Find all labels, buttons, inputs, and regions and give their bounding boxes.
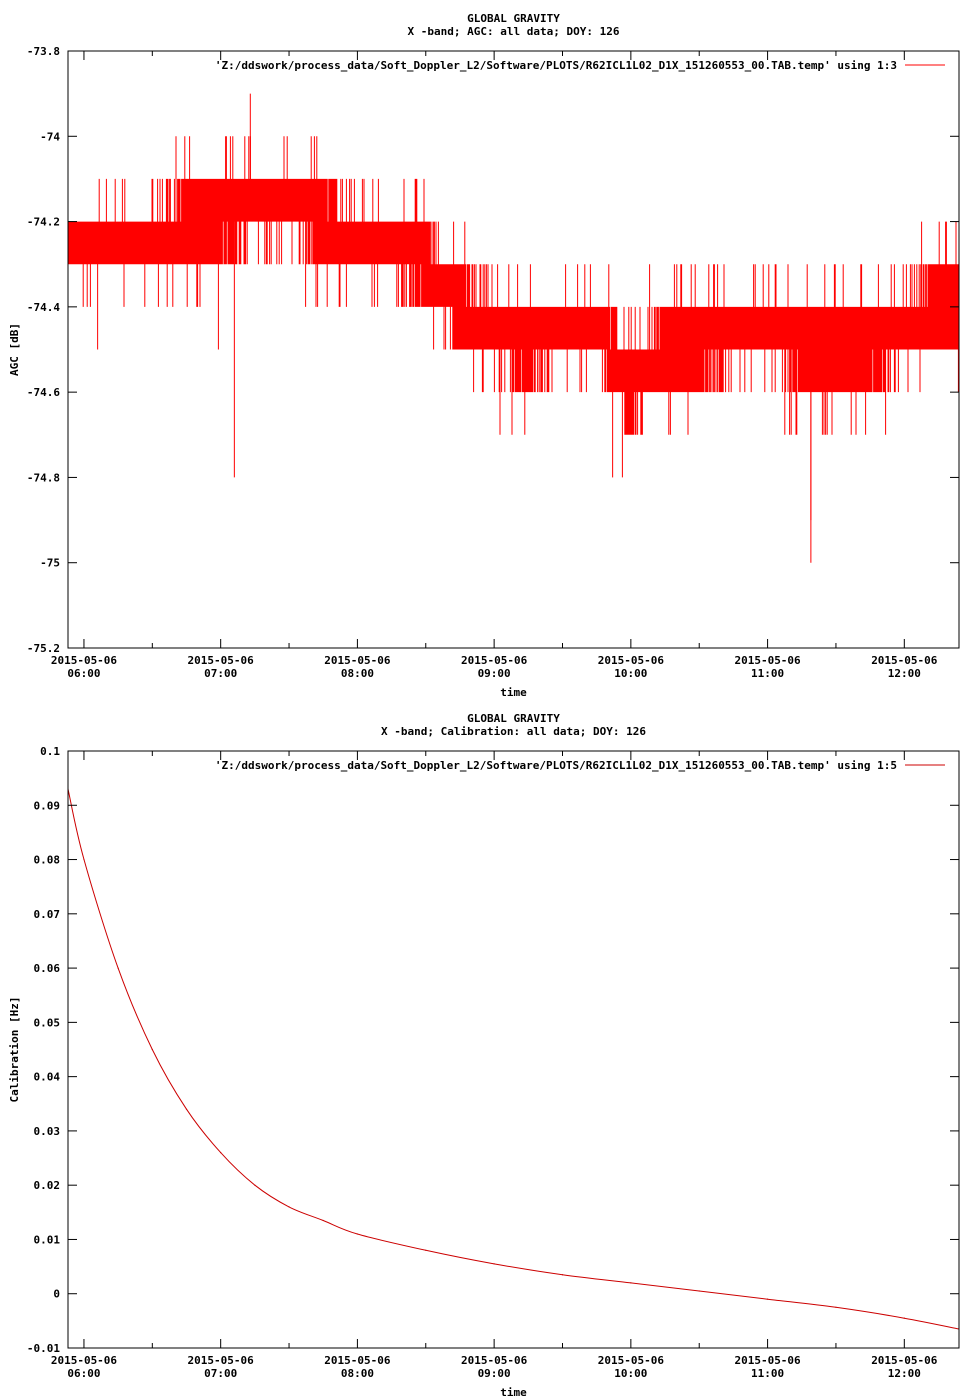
x-tick-label: 09:00 bbox=[478, 667, 511, 680]
x-tick-label: 06:00 bbox=[67, 667, 100, 680]
x-tick-label: 11:00 bbox=[751, 667, 784, 680]
y-tick-label: -0.01 bbox=[27, 1342, 60, 1355]
data-point bbox=[185, 1108, 188, 1110]
chart-title: GLOBAL GRAVITY bbox=[467, 712, 560, 725]
data-point bbox=[698, 1290, 700, 1292]
y-tick-label: 0 bbox=[53, 1288, 60, 1301]
y-tick-label: -74.8 bbox=[27, 471, 60, 484]
data-point bbox=[288, 1206, 290, 1208]
x-tick-label: 07:00 bbox=[204, 667, 237, 680]
data-point bbox=[220, 1152, 222, 1154]
data-point bbox=[835, 1306, 837, 1308]
data-point bbox=[903, 1317, 905, 1319]
x-tick-date-label: 2015-05-06 bbox=[598, 654, 665, 667]
y-tick-label: -73.8 bbox=[27, 45, 60, 58]
x-tick-date-label: 2015-05-06 bbox=[188, 1354, 255, 1367]
data-point bbox=[493, 1263, 495, 1265]
chart-title: GLOBAL GRAVITY bbox=[467, 12, 560, 25]
data-point bbox=[425, 1249, 427, 1251]
x-tick-label: 07:00 bbox=[204, 1367, 237, 1380]
x-tick-label: 06:00 bbox=[67, 1367, 100, 1380]
y-tick-label: -74 bbox=[40, 130, 60, 143]
y-tick-label: 0.05 bbox=[34, 1016, 61, 1029]
data-point bbox=[630, 1282, 632, 1284]
x-tick-label: 11:00 bbox=[751, 1367, 784, 1380]
y-tick-label: 0.09 bbox=[34, 799, 61, 812]
data-point bbox=[356, 1233, 359, 1235]
x-tick-label: 10:00 bbox=[614, 667, 647, 680]
x-tick-date-label: 2015-05-06 bbox=[871, 1354, 938, 1367]
x-tick-date-label: 2015-05-06 bbox=[51, 1354, 118, 1367]
x-tick-date-label: 2015-05-06 bbox=[871, 654, 938, 667]
chart-subtitle: X -band; AGC: all data; DOY: 126 bbox=[408, 25, 620, 38]
legend-label: 'Z:/ddswork/process_data/Soft_Doppler_L2… bbox=[215, 59, 897, 72]
series-line bbox=[68, 788, 959, 1330]
chart-subtitle: X -band; Calibration: all data; DOY: 126 bbox=[381, 725, 646, 738]
x-tick-date-label: 2015-05-06 bbox=[734, 1354, 801, 1367]
y-axis-label: AGC [dB] bbox=[8, 323, 21, 376]
x-tick-date-label: 2015-05-06 bbox=[324, 1354, 391, 1367]
y-tick-label: -74.6 bbox=[27, 386, 60, 399]
data-point bbox=[322, 1219, 324, 1222]
x-tick-date-label: 2015-05-06 bbox=[188, 654, 255, 667]
x-tick-label: 12:00 bbox=[888, 667, 921, 680]
y-tick-label: 0.06 bbox=[34, 962, 61, 975]
y-tick-label: -74.4 bbox=[27, 301, 60, 314]
x-tick-label: 08:00 bbox=[341, 667, 374, 680]
data-point bbox=[561, 1274, 564, 1276]
x-tick-date-label: 2015-05-06 bbox=[324, 654, 391, 667]
plot-frame bbox=[67, 750, 960, 1349]
y-tick-label: 0.04 bbox=[34, 1071, 61, 1084]
series-line bbox=[68, 93, 959, 563]
x-tick-date-label: 2015-05-06 bbox=[598, 1354, 665, 1367]
x-tick-label: 08:00 bbox=[341, 1367, 374, 1380]
x-tick-date-label: 2015-05-06 bbox=[51, 654, 118, 667]
y-tick-label: 0.02 bbox=[34, 1179, 61, 1192]
x-tick-label: 09:00 bbox=[478, 1367, 511, 1380]
x-tick-label: 10:00 bbox=[614, 1367, 647, 1380]
data-point bbox=[151, 1048, 153, 1051]
x-tick-label: 12:00 bbox=[888, 1367, 921, 1380]
y-tick-label: 0.08 bbox=[34, 854, 61, 867]
x-tick-date-label: 2015-05-06 bbox=[461, 1354, 528, 1367]
y-tick-label: -74.2 bbox=[27, 216, 60, 229]
data-point bbox=[83, 858, 85, 861]
plot-frame bbox=[67, 50, 960, 649]
x-axis-label: time bbox=[500, 1386, 527, 1399]
y-tick-label: -75.2 bbox=[27, 642, 60, 655]
data-point bbox=[117, 967, 119, 969]
y-tick-label: 0.03 bbox=[34, 1125, 61, 1138]
y-tick-label: 0.01 bbox=[34, 1233, 61, 1246]
y-axis-label: Calibration [Hz] bbox=[8, 997, 21, 1103]
x-tick-date-label: 2015-05-06 bbox=[461, 654, 528, 667]
y-tick-label: 0.07 bbox=[34, 908, 61, 921]
data-point bbox=[766, 1298, 769, 1300]
x-axis-label: time bbox=[500, 686, 527, 699]
legend-label: 'Z:/ddswork/process_data/Soft_Doppler_L2… bbox=[215, 759, 897, 772]
y-tick-label: -75 bbox=[40, 557, 60, 570]
data-point bbox=[254, 1184, 256, 1186]
y-tick-label: 0.1 bbox=[40, 745, 60, 758]
x-tick-date-label: 2015-05-06 bbox=[734, 654, 801, 667]
